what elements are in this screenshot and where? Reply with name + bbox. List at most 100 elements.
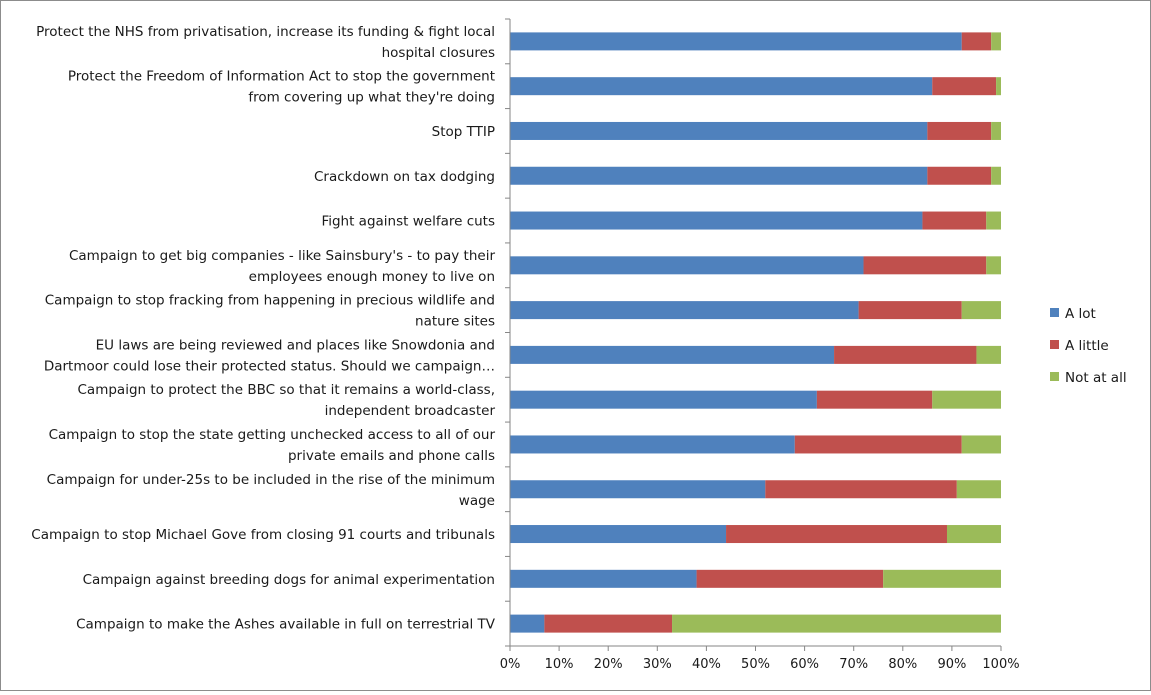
x-tick-label: 30%	[643, 657, 672, 672]
legend-swatch-a-lot	[1050, 308, 1059, 317]
bar-7-not-at-all	[961, 301, 1001, 320]
x-tick-label: 0%	[500, 657, 521, 672]
category-label: Campaign to make the Ashes available in …	[76, 617, 496, 633]
bar-2-a-lot	[510, 77, 933, 96]
bar-7-a-little	[858, 301, 962, 320]
category-label-line: Fight against welfare cuts	[321, 214, 495, 230]
category-label-line: Campaign to stop fracking from happening…	[45, 293, 495, 309]
category-label-line: Campaign to protect the BBC so that it r…	[78, 382, 496, 398]
bar-10-not-at-all	[961, 435, 1001, 454]
bar-11-a-lot	[510, 480, 766, 499]
category-label-line: from covering up what they're doing	[248, 90, 495, 106]
category-label: Protect the NHS from privatisation, incr…	[36, 24, 495, 61]
bar-3-a-lot	[510, 121, 928, 140]
bar-4-not-at-all	[991, 166, 1001, 185]
category-label-line: wage	[459, 493, 495, 509]
bars-layer	[510, 32, 1001, 633]
x-tick-label: 70%	[839, 657, 868, 672]
category-label-line: Stop TTIP	[432, 124, 495, 140]
bar-9-not-at-all	[932, 390, 1001, 409]
bar-12-a-lot	[510, 525, 727, 544]
bar-5-a-lot	[510, 211, 923, 230]
category-labels: Protect the NHS from privatisation, incr…	[31, 24, 495, 633]
bar-9-a-lot	[510, 390, 817, 409]
bar-5-not-at-all	[986, 211, 1001, 230]
bar-1-not-at-all	[991, 32, 1001, 51]
x-tick-label: 20%	[594, 657, 623, 672]
category-label-line: Dartmoor could lose their protected stat…	[44, 358, 495, 374]
category-label: Campaign against breeding dogs for anima…	[83, 572, 495, 588]
category-label-line: Protect the Freedom of Information Act t…	[68, 69, 495, 85]
bar-14-a-lot	[510, 614, 545, 633]
bar-10-a-lot	[510, 435, 795, 454]
category-label: Campaign to stop fracking from happening…	[45, 293, 495, 330]
bar-9-a-little	[816, 390, 933, 409]
bar-11-a-little	[765, 480, 957, 499]
bar-4-a-little	[927, 166, 992, 185]
bar-7-a-lot	[510, 301, 859, 320]
legend: A lot A little Not at all	[1050, 306, 1127, 386]
bar-10-a-little	[794, 435, 962, 454]
bar-12-not-at-all	[946, 525, 1001, 544]
category-label: Stop TTIP	[432, 124, 495, 140]
category-label-line: Campaign to stop Michael Gove from closi…	[31, 527, 495, 543]
x-tick-label: 50%	[741, 657, 770, 672]
x-tick-label: 40%	[692, 657, 721, 672]
category-label-line: Campaign for under-25s to be included in…	[47, 472, 495, 488]
category-label-line: Crackdown on tax dodging	[314, 169, 495, 185]
category-label-line: employees enough money to live on	[249, 269, 495, 285]
legend-label-not-at-all: Not at all	[1065, 370, 1127, 386]
bar-1-a-lot	[510, 32, 962, 51]
category-label: EU laws are being reviewed and places li…	[44, 337, 495, 374]
category-label: Protect the Freedom of Information Act t…	[68, 69, 495, 106]
bar-11-not-at-all	[956, 480, 1001, 499]
x-tick-label: 10%	[545, 657, 574, 672]
category-label-line: Protect the NHS from privatisation, incr…	[36, 24, 495, 40]
category-label-line: nature sites	[415, 314, 495, 330]
category-label: Crackdown on tax dodging	[314, 169, 495, 185]
category-label: Campaign for under-25s to be included in…	[47, 472, 495, 509]
bar-2-not-at-all	[996, 77, 1001, 96]
legend-swatch-a-little	[1050, 340, 1059, 349]
bar-13-a-lot	[510, 569, 697, 588]
x-tick-labels: 0% 10% 20% 30% 40% 50% 60% 70% 80% 90% 100%	[500, 657, 1020, 672]
category-label: Campaign to stop the state getting unche…	[49, 427, 496, 464]
category-label-line: Campaign against breeding dogs for anima…	[83, 572, 495, 588]
bar-5-a-little	[922, 211, 987, 230]
bar-14-a-little	[544, 614, 673, 633]
category-label: Fight against welfare cuts	[321, 214, 495, 230]
bar-13-not-at-all	[883, 569, 1001, 588]
bar-8-not-at-all	[976, 345, 1001, 364]
bar-8-a-little	[834, 345, 977, 364]
bar-3-not-at-all	[991, 121, 1001, 140]
bar-13-a-little	[696, 569, 884, 588]
category-label-line: private emails and phone calls	[288, 448, 495, 464]
bar-6-a-lot	[510, 256, 864, 275]
x-tick-label: 60%	[790, 657, 819, 672]
category-label-line: Campaign to make the Ashes available in …	[76, 617, 496, 633]
bar-14-not-at-all	[672, 614, 1001, 633]
bar-4-a-lot	[510, 166, 928, 185]
category-label-line: Campaign to stop the state getting unche…	[49, 427, 496, 443]
x-tick-label: 80%	[888, 657, 917, 672]
category-label: Campaign to protect the BBC so that it r…	[78, 382, 496, 419]
category-label-line: Campaign to get big companies - like Sai…	[69, 248, 495, 264]
bar-6-not-at-all	[986, 256, 1001, 275]
legend-swatch-not-at-all	[1050, 372, 1059, 381]
category-label-line: EU laws are being reviewed and places li…	[96, 337, 495, 353]
category-label: Campaign to get big companies - like Sai…	[69, 248, 495, 285]
axes-layer	[505, 18, 1002, 651]
category-label: Campaign to stop Michael Gove from closi…	[31, 527, 495, 543]
bar-3-a-little	[927, 121, 992, 140]
bar-1-a-little	[961, 32, 992, 51]
bar-6-a-little	[863, 256, 987, 275]
x-tick-label: 100%	[982, 657, 1019, 672]
x-tick-label: 90%	[937, 657, 966, 672]
legend-label-a-lot: A lot	[1065, 306, 1096, 322]
category-label-line: hospital closures	[382, 45, 495, 61]
legend-label-a-little: A little	[1065, 338, 1109, 354]
bar-2-a-little	[932, 77, 997, 96]
category-label-line: independent broadcaster	[325, 403, 496, 419]
